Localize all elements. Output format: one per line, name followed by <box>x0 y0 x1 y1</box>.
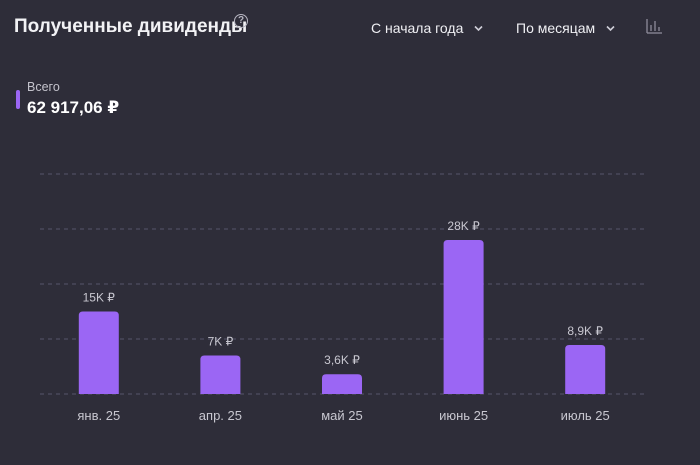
page-title: Полученные дивиденды <box>14 16 248 37</box>
chart-bar[interactable] <box>200 355 241 395</box>
legend-marker <box>16 90 20 109</box>
chevron-down-icon <box>606 25 615 31</box>
total-label: Всего <box>27 80 60 94</box>
x-tick-label: июль 25 <box>561 408 610 423</box>
x-tick-label: янв. 25 <box>77 408 120 423</box>
x-tick-label: июнь 25 <box>439 408 488 423</box>
chart-bar[interactable] <box>443 240 484 394</box>
grouping-dropdown[interactable]: По месяцам <box>516 19 616 37</box>
chart-bar[interactable] <box>565 345 606 394</box>
chart-bar[interactable] <box>78 311 119 395</box>
header: Полученные дивиденды ? С начала года По … <box>0 0 700 54</box>
bar-value-label: 28K ₽ <box>447 219 480 233</box>
bar-chart-icon[interactable] <box>645 17 663 35</box>
bar-value-label: 3,6K ₽ <box>324 353 360 367</box>
bar-value-label: 7K ₽ <box>208 335 234 349</box>
total-value: 62 917,06 ₽ <box>27 98 120 117</box>
dividends-chart: 15K ₽ янв. 25 7K ₽ апр. 25 3,6K ₽ май 25 28K ₽… <box>40 173 648 423</box>
bar-value-label: 15K ₽ <box>83 291 116 305</box>
chart-bar[interactable] <box>322 374 362 394</box>
chevron-down-icon <box>474 25 483 31</box>
x-tick-label: апр. 25 <box>199 408 242 423</box>
grouping-dropdown-label: По месяцам <box>516 20 596 36</box>
period-dropdown[interactable]: С начала года <box>371 19 484 37</box>
question-circle-icon[interactable]: ? <box>234 14 248 28</box>
bar-value-label: 8,9K ₽ <box>567 324 603 338</box>
period-dropdown-label: С начала года <box>371 20 464 36</box>
x-tick-label: май 25 <box>321 408 363 423</box>
